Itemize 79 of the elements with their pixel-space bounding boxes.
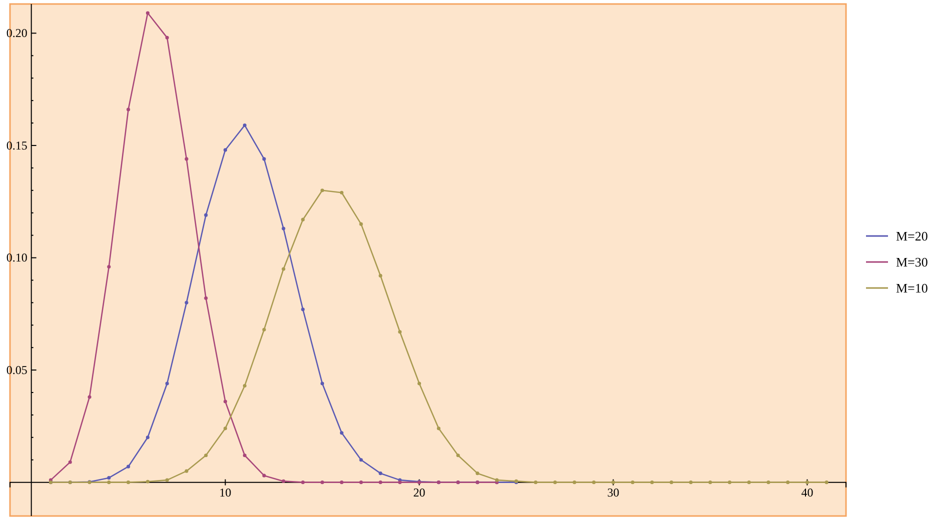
point [262,157,266,161]
point [126,480,130,484]
point [165,478,169,482]
point [282,267,286,271]
y-tick-label: 0.10 [6,250,28,265]
x-tick-label: 10 [219,485,232,500]
point [242,384,246,388]
point [107,480,111,484]
point [165,36,169,40]
point [320,188,324,192]
point [340,480,344,484]
point [68,460,72,464]
point [436,426,440,430]
point [495,478,499,482]
point [320,382,324,386]
point [301,218,305,222]
point [670,480,674,484]
point [242,454,246,458]
x-tick-label: 40 [801,485,814,500]
legend-label: M=30 [896,254,928,270]
point [184,300,188,304]
y-tick-label: 0.20 [6,26,28,40]
point [242,123,246,128]
x-tick-label: 30 [607,485,620,500]
point [747,480,751,484]
point [534,480,538,484]
legend-label: M=10 [896,280,928,296]
x-tick-label: 20 [413,485,426,500]
point [107,264,111,269]
point [262,474,266,478]
point [126,464,130,468]
point [708,480,712,484]
point [359,222,363,226]
point [456,454,460,458]
point [224,400,228,404]
point [340,190,344,194]
point [282,226,286,230]
point [728,480,732,484]
point [320,480,324,484]
point [126,108,130,112]
y-tick-label: 0.05 [6,362,28,377]
point [204,454,208,458]
point [204,213,208,217]
point [824,480,828,484]
point [398,330,402,334]
point [630,480,634,484]
point [88,395,92,399]
point [146,11,150,15]
point [766,480,770,484]
point [359,480,363,484]
point [359,458,363,462]
point [107,476,111,480]
point [301,480,305,484]
point [282,479,286,483]
point [224,148,228,152]
point [146,480,150,484]
point [572,480,576,484]
point [553,480,557,484]
point [224,426,228,430]
point [398,480,402,484]
point [592,480,596,484]
point [417,382,422,386]
point [786,480,790,484]
point [184,469,188,473]
point [165,382,169,386]
point [378,472,382,476]
legend-label: M=20 [896,228,928,244]
point [650,480,654,484]
point [262,328,266,332]
point [301,308,305,312]
point [378,274,382,278]
point [476,472,480,476]
point [340,431,344,435]
point [184,157,188,161]
point [146,436,150,440]
y-tick-label: 0.15 [6,138,28,152]
point [689,480,693,484]
point [204,296,208,300]
point [378,480,382,484]
